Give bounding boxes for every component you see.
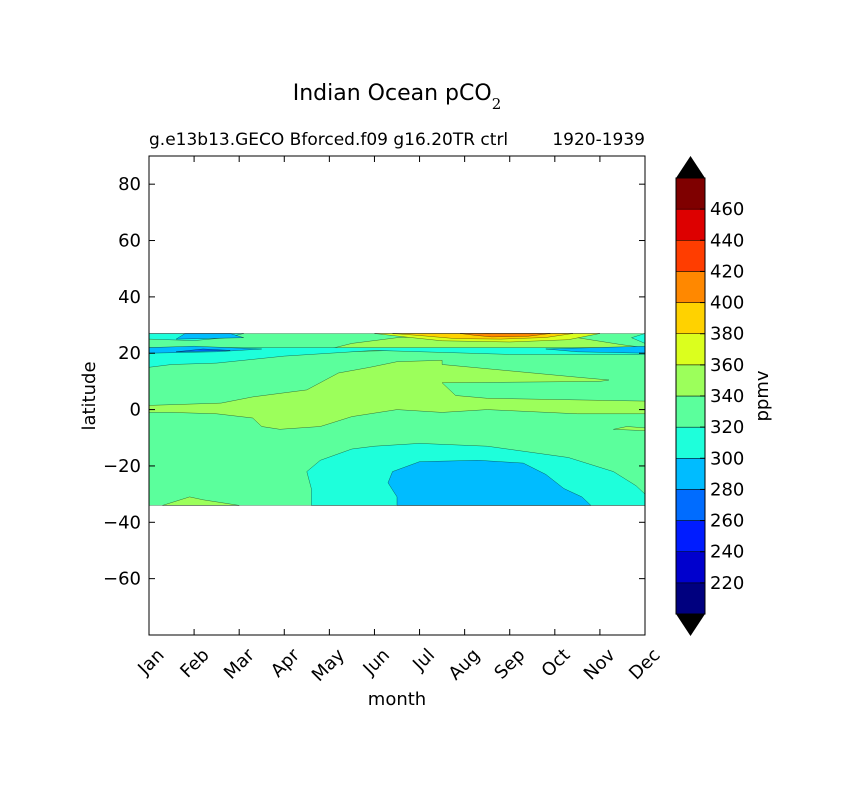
chart-subtitle-left: g.e13b13.GECO Bforced.f09 g16.20TR ctrl — [149, 130, 508, 150]
x-tick-label: May — [308, 644, 349, 685]
contour-region-340 — [149, 360, 645, 430]
colorbar-segment — [675, 551, 706, 584]
x-tick-label: Oct — [538, 645, 575, 682]
y-tick-label: −60 — [103, 569, 141, 590]
colorbar-extend-over — [676, 156, 705, 178]
colorbar-tick-label: 260 — [710, 511, 744, 532]
contour-region-280 — [545, 345, 645, 354]
y-tick-label: 0 — [130, 400, 141, 421]
x-tick-label: Mar — [220, 644, 259, 683]
chart-subtitle-right: 1920-1939 — [552, 130, 645, 150]
colorbar-segment — [675, 177, 706, 210]
y-tick-label: 20 — [118, 343, 141, 364]
colorbar-tick-label: 280 — [710, 479, 744, 500]
x-tick-label: Jan — [133, 645, 168, 680]
contour-region-340 — [613, 426, 645, 431]
x-axis-label: month — [368, 689, 426, 710]
colorbar-tick-label: 400 — [710, 293, 744, 314]
colorbar-segment — [675, 240, 706, 272]
colorbar-segment — [675, 333, 706, 366]
colorbar-label: ppmv — [752, 370, 773, 421]
colorbar-segment — [675, 208, 706, 241]
colorbar-segment — [675, 395, 706, 428]
contour-region-300 — [631, 333, 645, 344]
colorbar-extend-under — [676, 614, 705, 636]
colorbar-tick-label: 340 — [710, 386, 744, 407]
colorbar: 220 240 260 280 300 320 340 360 380 400 420 440 460 — [675, 156, 744, 636]
colorbar-segment — [675, 271, 706, 303]
y-tick-label: 60 — [118, 231, 141, 252]
colorbar-tick-label: 320 — [710, 417, 744, 438]
colorbar-segment — [675, 458, 706, 490]
x-tick-label: Dec — [625, 645, 664, 684]
colorbar-segment — [675, 426, 706, 459]
x-tick-label: Apr — [267, 644, 304, 681]
x-tick-label: Sep — [490, 645, 529, 684]
colorbar-tick-label: 380 — [710, 324, 744, 345]
y-tick-label: 40 — [118, 287, 141, 308]
chart-title-subscript: 2 — [492, 95, 502, 113]
colorbar-segment — [675, 364, 706, 397]
contour-region-300 — [149, 347, 645, 368]
y-tick-label: −20 — [103, 456, 141, 477]
x-tick-label: Jun — [359, 645, 394, 680]
colorbar-segment — [675, 582, 706, 615]
chart-title: Indian Ocean pCO2 — [293, 81, 501, 113]
y-tick-label: 80 — [118, 174, 141, 195]
y-axis: 80 60 40 20 0 −20 −40 −60 — [103, 174, 645, 590]
colorbar-tick-label: 300 — [710, 448, 744, 469]
colorbar-tick-label: 360 — [710, 355, 744, 376]
y-axis-label: latitude — [79, 361, 100, 430]
contour-field — [149, 333, 645, 506]
y-tick-label: −40 — [103, 512, 141, 533]
colorbar-tick-label: 220 — [710, 573, 744, 594]
x-tick-label: Nov — [580, 644, 620, 684]
colorbar-tick-label: 440 — [710, 230, 744, 251]
colorbar-segment — [675, 489, 706, 521]
plot-frame — [148, 155, 646, 636]
x-tick-label: Jul — [408, 645, 439, 676]
colorbar-segment — [675, 520, 706, 552]
colorbar-tick-label: 240 — [710, 542, 744, 563]
colorbar-tick-label: 420 — [710, 261, 744, 282]
contour-region-260 — [175, 348, 231, 353]
colorbar-tick-label: 460 — [710, 199, 744, 220]
x-tick-label: Aug — [445, 645, 485, 685]
colorbar-segment — [675, 302, 706, 334]
contour-region-280 — [387, 460, 592, 506]
x-tick-label: Feb — [176, 645, 213, 682]
